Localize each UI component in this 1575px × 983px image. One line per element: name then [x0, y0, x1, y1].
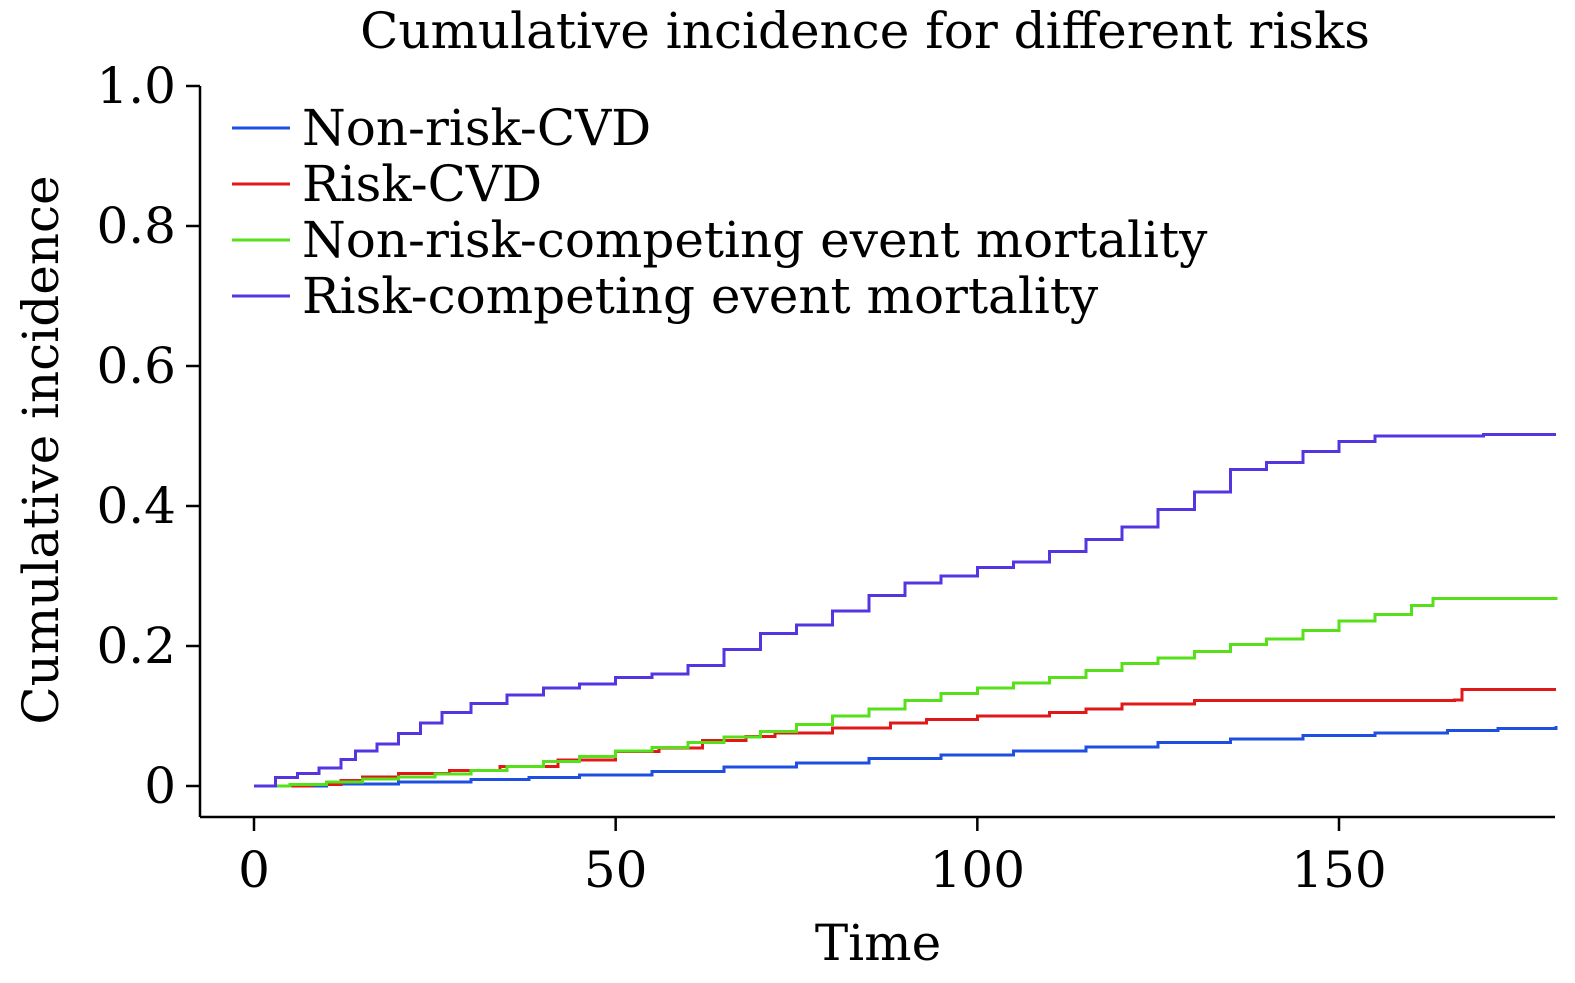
y-tick-label: 1.0	[96, 57, 176, 115]
x-axis-label: Time	[815, 914, 941, 972]
legend-label: Risk-CVD	[302, 155, 542, 213]
series-line-2	[254, 687, 1556, 788]
series-line-3	[254, 596, 1558, 788]
y-axis-label: Cumulative incidence	[12, 175, 70, 724]
y-tick-label: 0.8	[96, 197, 176, 255]
y-tick-label: 0	[144, 757, 176, 815]
axes: 0 0.2 0.4 0.6 0.8 1.0 0 50 100 150	[96, 57, 1555, 899]
y-ticks: 0 0.2 0.4 0.6 0.8 1.0	[96, 57, 200, 815]
y-tick-label: 0.2	[96, 617, 176, 675]
x-tick-label: 50	[584, 841, 648, 899]
x-tick-label: 100	[930, 841, 1025, 899]
x-ticks: 0 50 100 150	[238, 817, 1387, 899]
legend-label: Non-risk-CVD	[302, 99, 651, 157]
x-tick-label: 0	[238, 841, 270, 899]
series-line-1	[254, 725, 1558, 788]
x-tick-label: 150	[1291, 841, 1386, 899]
series-line-4	[254, 433, 1556, 788]
legend-label: Risk-competing event mortality	[302, 267, 1099, 325]
y-tick-label: 0.4	[96, 477, 176, 535]
legend-label: Non-risk-competing event mortality	[302, 211, 1208, 269]
y-tick-label: 0.6	[96, 337, 176, 395]
chart-title: Cumulative incidence for different risks	[360, 2, 1370, 60]
series-lines	[254, 433, 1558, 788]
